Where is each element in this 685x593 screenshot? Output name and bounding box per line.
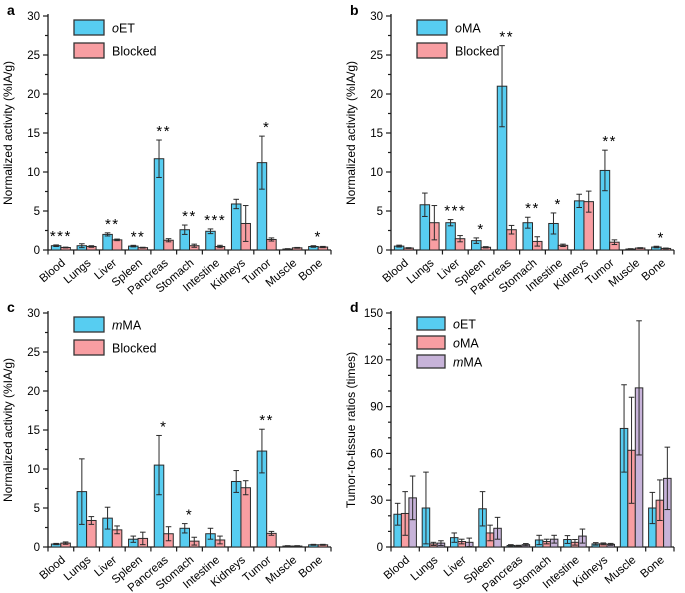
legend-label: Blocked bbox=[112, 44, 157, 58]
panel-letter-a: a bbox=[7, 2, 15, 18]
significance-stars: ** bbox=[156, 123, 171, 140]
bar bbox=[111, 239, 123, 251]
legend-swatch bbox=[416, 335, 446, 350]
category-label: Bone bbox=[638, 554, 666, 580]
significance-stars: ** bbox=[182, 208, 197, 225]
panel-letter-b: b bbox=[350, 2, 359, 18]
legend-swatch bbox=[73, 316, 105, 333]
y-tick-label: 120 bbox=[364, 355, 383, 367]
panel-c-chart: 051015202530BloodLungsLiverSpleenPancrea… bbox=[1, 308, 332, 593]
legend-label: oET bbox=[112, 21, 135, 35]
category-label: Blood bbox=[38, 554, 68, 582]
bar bbox=[230, 203, 242, 251]
legend-label: oET bbox=[453, 317, 476, 331]
y-tick-label: 25 bbox=[370, 50, 383, 62]
y-axis-title: Normalized activity (%IA/g) bbox=[344, 61, 358, 205]
y-tick-label: 25 bbox=[27, 50, 40, 62]
y-tick-label: 5 bbox=[377, 206, 383, 218]
category-label: Blood bbox=[382, 554, 412, 582]
significance-stars: * bbox=[263, 119, 270, 136]
panel-b: 0 5 10 15 20 25 30 Blood Lungs Liver Spleen Pancrea… bbox=[343, 0, 685, 296]
significance-stars: ** bbox=[259, 412, 274, 429]
significance-stars: * bbox=[314, 229, 321, 246]
y-tick-label: 90 bbox=[370, 402, 383, 414]
category-label: Bone bbox=[297, 257, 325, 283]
y-axis-title: Tumor-to-tissue ratios (times) bbox=[344, 352, 358, 508]
panel-letter-c: c bbox=[7, 299, 15, 315]
significance-stars: * bbox=[477, 221, 484, 238]
category-label: Muscle bbox=[603, 554, 639, 587]
category-label: Blood bbox=[38, 257, 68, 285]
panel-a-chart: 051015202530BloodLungsLiverSpleenPancrea… bbox=[1, 11, 332, 296]
category-label: Lungs bbox=[405, 257, 437, 286]
y-tick-label: 0 bbox=[34, 245, 40, 257]
category-label: Lungs bbox=[62, 257, 94, 286]
category-label: Bone bbox=[297, 554, 325, 580]
legend-swatch bbox=[73, 19, 105, 36]
legend-swatch bbox=[73, 339, 105, 356]
y-tick-label: 10 bbox=[27, 167, 40, 179]
significance-stars: *** bbox=[204, 212, 226, 229]
y-tick-label: 0 bbox=[377, 542, 383, 554]
y-tick-label: 25 bbox=[27, 347, 40, 359]
y-tick-label: 0 bbox=[34, 542, 40, 554]
legend-swatch bbox=[416, 354, 446, 369]
significance-stars: * bbox=[186, 507, 193, 524]
y-axis-title: Normalized activity (%IA/g) bbox=[1, 358, 15, 502]
significance-stars: ** bbox=[105, 216, 120, 233]
y-tick-label: 5 bbox=[34, 206, 40, 218]
panel-b-chart: 051015202530BloodLungsLiverSpleenPancrea… bbox=[344, 11, 675, 296]
y-tick-label: 20 bbox=[370, 89, 383, 101]
y-tick-label: 15 bbox=[27, 128, 40, 140]
category-label: Blood bbox=[381, 257, 411, 285]
legend-label: Blocked bbox=[455, 44, 500, 58]
panel-a: 0 5 10 15 20 25 30 Blood Lungs Liver Spleen Pancrea… bbox=[0, 0, 342, 296]
y-tick-label: 150 bbox=[364, 308, 383, 320]
legend-swatch bbox=[416, 19, 448, 36]
legend-label: mMA bbox=[453, 355, 483, 369]
panel-d: 0 30 60 90 120 150 Blood Lungs Liver Spleen Pancre… bbox=[343, 297, 685, 593]
legend-label: Blocked bbox=[112, 341, 157, 355]
y-tick-label: 10 bbox=[370, 167, 383, 179]
significance-stars: ** bbox=[499, 29, 514, 46]
bar bbox=[573, 200, 585, 251]
y-tick-label: 5 bbox=[34, 503, 40, 515]
y-tick-label: 15 bbox=[370, 128, 383, 140]
legend-swatch bbox=[73, 42, 105, 59]
significance-stars: ** bbox=[525, 200, 540, 217]
y-tick-label: 15 bbox=[27, 425, 40, 437]
y-tick-label: 30 bbox=[27, 308, 40, 320]
y-tick-label: 30 bbox=[370, 495, 383, 507]
significance-stars: ** bbox=[131, 228, 146, 245]
y-tick-label: 0 bbox=[377, 245, 383, 257]
significance-stars: ** bbox=[602, 133, 617, 150]
panel-letter-d: d bbox=[350, 299, 359, 315]
category-label: Lungs bbox=[409, 554, 441, 583]
y-tick-label: 20 bbox=[27, 89, 40, 101]
legend-label: mMA bbox=[112, 318, 142, 332]
y-tick-label: 10 bbox=[27, 464, 40, 476]
bar bbox=[445, 222, 456, 251]
legend-swatch bbox=[416, 316, 446, 331]
category-label: Bone bbox=[640, 257, 668, 283]
legend-label: oMA bbox=[455, 21, 481, 35]
y-tick-label: 30 bbox=[370, 11, 383, 23]
significance-stars: *** bbox=[50, 228, 72, 245]
y-tick-label: 30 bbox=[27, 11, 40, 23]
y-tick-label: 60 bbox=[370, 448, 383, 460]
significance-stars: * bbox=[657, 229, 664, 246]
legend-label: oMA bbox=[453, 336, 479, 350]
bar bbox=[240, 487, 251, 548]
significance-stars: * bbox=[555, 196, 562, 213]
legend-swatch bbox=[416, 42, 448, 59]
category-label: Lungs bbox=[62, 554, 94, 583]
significance-stars: * bbox=[160, 418, 167, 435]
panel-c: 0 5 10 15 20 25 30 Blood Lungs Liver Spleen Pancrea… bbox=[0, 297, 342, 593]
significance-stars: *** bbox=[444, 203, 466, 220]
y-axis-title: Normalized activity (%IA/g) bbox=[1, 61, 15, 205]
bar bbox=[102, 233, 113, 251]
y-tick-label: 20 bbox=[27, 386, 40, 398]
